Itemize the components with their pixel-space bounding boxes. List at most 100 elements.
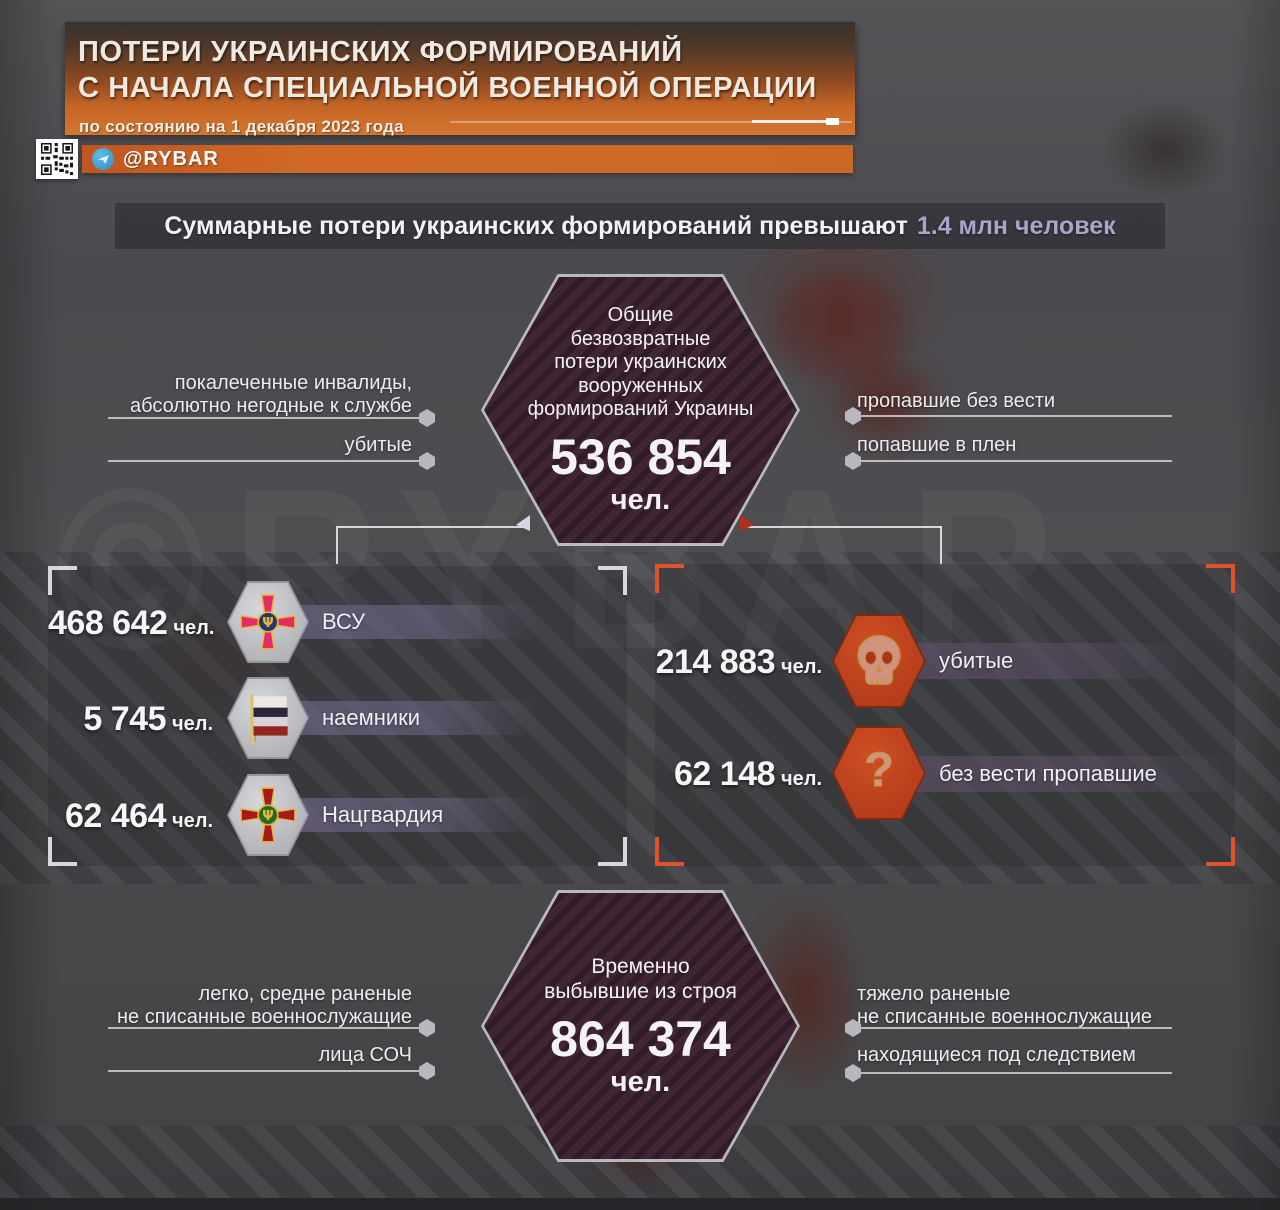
channel-name: @RYBAR — [123, 147, 219, 170]
mercenary-flag-icon — [227, 677, 309, 759]
header-banner: ПОТЕРИ УКРАИНСКИХ ФОРМИРОВАНИЙ С НАЧАЛА … — [65, 22, 855, 136]
striped-band-middle — [0, 552, 1280, 884]
right-breakdown-panel: 214 883 чел. убитые 62 148 чел. без вести … — [655, 564, 1239, 866]
callout-light-wounded: легко, средне раненые не списанные военн… — [100, 983, 412, 1028]
callout-text: тяжело раненые — [857, 983, 1011, 1005]
telegram-icon — [92, 148, 114, 170]
natsguard-emblem-icon: Ψ — [227, 774, 309, 856]
hex-bullet-icon — [419, 1062, 435, 1080]
svg-text:Ψ: Ψ — [262, 809, 273, 824]
qr-code — [36, 139, 78, 179]
row-label: убитые — [939, 648, 1014, 673]
blood-stain — [810, 340, 960, 460]
connector-line — [337, 526, 529, 528]
callout-line — [853, 460, 1172, 462]
connector-line — [940, 526, 942, 564]
total-value: 536 854 — [550, 428, 731, 485]
callout-text: покалеченные инвалиды, — [174, 372, 412, 394]
corner-bracket — [48, 566, 77, 595]
page-title-line1: ПОТЕРИ УКРАИНСКИХ ФОРМИРОВАНИЙ — [78, 36, 683, 68]
row-label-bar: убитые — [917, 643, 1194, 679]
unit: чел. — [172, 810, 213, 832]
telegram-channel-bar[interactable]: @RYBAR — [82, 145, 853, 173]
hex-bullet-icon — [845, 407, 861, 425]
callout-line — [108, 417, 427, 419]
unit: чел. — [173, 617, 215, 639]
hex-bullet-icon — [845, 1019, 861, 1037]
row-label-bar: ВСУ — [300, 605, 537, 639]
callout-under-investigation: находящиеся под следствием — [857, 1044, 1187, 1067]
total-label-line: безвозвратные — [570, 327, 711, 350]
callout-line — [108, 1070, 427, 1072]
total-label-line: формирований Украины — [527, 398, 754, 421]
total-label-line: потери украинских — [554, 351, 727, 374]
value: 62 464 — [65, 797, 167, 835]
summary-text: Суммарные потери украинских формирований… — [164, 211, 908, 240]
callout-soch: лица СОЧ — [100, 1044, 412, 1067]
callout-text: легко, средне раненые — [198, 983, 412, 1005]
page-subtitle: по состоянию на 1 декабря 2023 года — [79, 117, 405, 136]
qr-code-icon — [41, 143, 73, 175]
row-label-bar: без вести пропавшие — [917, 756, 1239, 792]
table-row-value: 468 642 чел. — [48, 604, 215, 643]
table-row-value: 5 745 чел. — [48, 700, 213, 739]
unit: чел. — [781, 768, 822, 790]
unit: чел. — [781, 656, 822, 678]
hex-bullet-icon — [419, 452, 435, 470]
row-label-bar: Нацгвардия — [300, 798, 537, 832]
connector-line — [748, 526, 942, 528]
callout-missing: пропавшие без вести — [857, 390, 1177, 413]
hex-bullet-icon — [419, 1019, 435, 1037]
total-label-line: Общие — [607, 304, 674, 327]
connector-line — [336, 526, 338, 564]
header-progress-cap — [826, 118, 839, 125]
callout-line — [853, 1027, 1172, 1029]
summary-highlight: 1.4 млн человек — [916, 211, 1116, 240]
row-label: без вести пропавшие — [939, 761, 1157, 786]
value: 468 642 — [48, 604, 168, 642]
callout-text: попавшие в плен — [857, 434, 1017, 456]
left-breakdown-panel: 468 642 чел. ВСУ Ψ 5 745 чел. наемники — [48, 566, 627, 866]
callout-text: убитые — [344, 434, 412, 456]
callout-text: не списанные военнослужащие — [117, 1005, 412, 1028]
callout-text: пропавшие без вести — [857, 390, 1056, 412]
row-label: Нацгвардия — [322, 802, 444, 827]
row-label: ВСУ — [322, 609, 366, 634]
vsu-emblem-icon: Ψ — [227, 581, 309, 663]
callout-line — [108, 460, 427, 462]
bottom-dark-strip — [0, 1198, 1280, 1210]
value: 5 745 — [83, 700, 166, 738]
callout-text: находящиеся под следствием — [857, 1044, 1136, 1066]
total-losses-hexagon: Общие безвозвратные потери украинских во… — [481, 274, 800, 546]
corner-bracket — [598, 837, 627, 866]
callout-killed: убитые — [100, 434, 412, 457]
hex-bullet-icon — [419, 409, 435, 427]
temp-unit: чел. — [610, 1066, 671, 1098]
callout-text: абсолютно негодные к службе — [129, 394, 412, 417]
callout-line — [108, 1027, 427, 1029]
question-mark-icon: ? — [832, 726, 926, 820]
temporary-losses-hexagon-inner: Временно выбывшие из строя 864 374 чел. — [484, 893, 797, 1159]
corner-bracket — [1206, 837, 1235, 866]
callout-line — [853, 415, 1172, 417]
svg-text:?: ? — [864, 743, 894, 797]
total-losses-hexagon-inner: Общие безвозвратные потери украинских во… — [484, 277, 797, 543]
corner-bracket — [655, 837, 684, 866]
value: 214 883 — [655, 643, 776, 681]
total-unit: чел. — [610, 483, 671, 516]
corner-bracket — [48, 837, 77, 866]
callout-captured: попавшие в плен — [857, 434, 1177, 457]
temp-label-line: выбывшие из строя — [544, 980, 737, 1003]
header-progress-line — [450, 121, 852, 123]
callout-disabled: покалеченные инвалиды, абсолютно негодны… — [100, 372, 412, 417]
unit: чел. — [172, 713, 213, 735]
value: 62 148 — [674, 755, 776, 793]
summary-bar: Суммарные потери украинских формирований… — [115, 203, 1165, 249]
row-label-bar: наемники — [300, 701, 537, 735]
table-row-value: 62 464 чел. — [48, 797, 213, 836]
callout-text: лица СОЧ — [318, 1044, 412, 1066]
temp-label-line: Временно — [591, 955, 690, 978]
table-row-value: 214 883 чел. — [655, 643, 822, 682]
callout-text: не списанные военнослужащие — [857, 1005, 1152, 1028]
